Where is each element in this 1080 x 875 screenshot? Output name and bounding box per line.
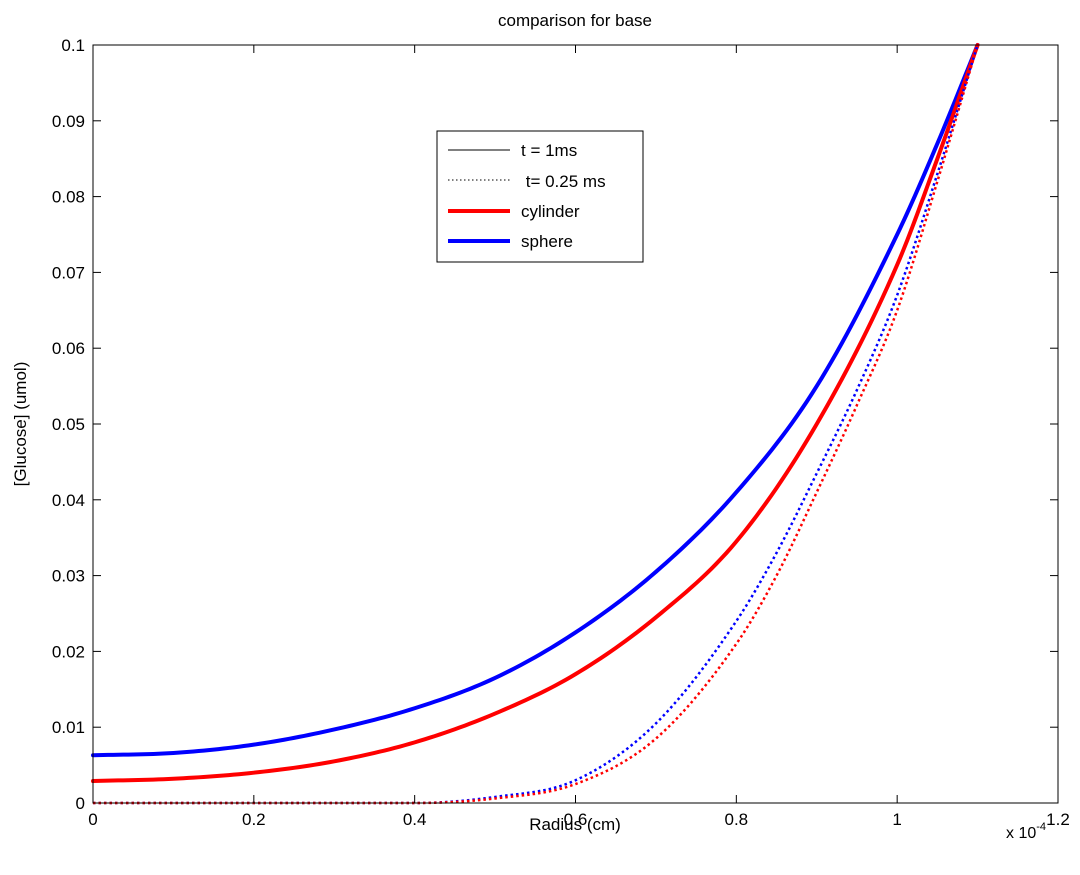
y-tick-label: 0.02: [52, 642, 85, 661]
y-tick-label: 0.08: [52, 188, 85, 207]
x-tick-label: 0.2: [242, 810, 266, 829]
y-tick-label: 0.09: [52, 112, 85, 131]
y-tick-label: 0.04: [52, 491, 85, 510]
y-tick-label: 0.07: [52, 263, 85, 282]
chart-title: comparison for base: [498, 11, 652, 30]
y-tick-label: 0.05: [52, 415, 85, 434]
y-tick-label: 0.01: [52, 718, 85, 737]
x-tick-label: 1.2: [1046, 810, 1070, 829]
y-axis-label: [Glucose] (umol): [11, 362, 30, 487]
x-tick-label: 0: [88, 810, 97, 829]
x-multiplier-base: x 10: [1006, 825, 1036, 842]
series-line-0: [91, 43, 980, 758]
x-tick-label: 0.4: [403, 810, 427, 829]
series-layer: [91, 43, 980, 805]
y-axis-ticks: 0 0.01 0.02 0.03 0.04 0.05 0.06 0.07 0.08 0.09 0.1: [52, 36, 1058, 813]
x-tick-label: 0.8: [725, 810, 749, 829]
legend-label-sphere: sphere: [521, 232, 573, 251]
x-tick-label: 1: [892, 810, 901, 829]
y-tick-label: 0.03: [52, 567, 85, 586]
legend: t = 1ms t= 0.25 ms cylinder sphere: [436, 130, 644, 263]
x-axis-label: Radius (cm): [529, 815, 621, 834]
legend-label-cylinder: cylinder: [521, 202, 580, 221]
x-multiplier-exponent: -4: [1036, 821, 1046, 833]
series-line-1: [91, 43, 980, 784]
y-tick-label: 0.1: [61, 36, 85, 55]
x-axis-multiplier: x 10-4: [1006, 821, 1046, 842]
x-tick-label: 0.6: [564, 810, 588, 829]
x-axis-ticks: 0 0.2 0.4 0.6 0.8 1 1.2: [88, 45, 1070, 829]
legend-label-t-025ms: t= 0.25 ms: [521, 172, 606, 191]
y-tick-label: 0: [76, 794, 85, 813]
series-line-3: [93, 44, 979, 805]
legend-label-t-1ms: t = 1ms: [521, 141, 577, 160]
y-tick-label: 0.06: [52, 339, 85, 358]
